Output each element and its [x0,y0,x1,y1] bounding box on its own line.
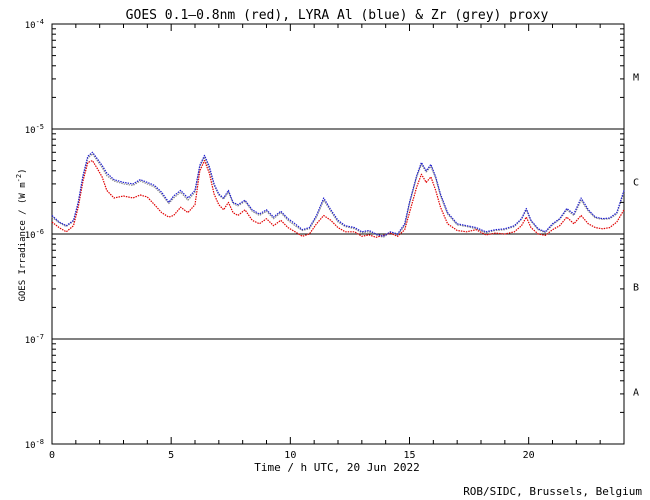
x-axis-label: Time / h UTC, 20 Jun 2022 [254,461,420,474]
credit-text: ROB/SIDC, Brussels, Belgium [463,485,642,498]
flare-class-labels: M C B A [633,73,639,399]
flare-class-A: A [633,388,639,399]
x-tick-label: 10 [284,450,296,461]
y-axis: 10-4 10-5 10-6 10-7 10-8 [25,18,624,451]
x-axis: 0 5 10 15 20 [49,24,625,461]
y-tick-label: 10-6 [25,228,44,241]
series-layer [51,151,625,238]
y-axis-label-main: GOES Irradiance / (W m [18,182,28,301]
chart-title: GOES 0.1—0.8nm (red), LYRA Al (blue) & Z… [126,8,549,23]
flare-class-B: B [633,283,639,294]
y-tick-label: 10-7 [25,333,44,346]
y-tick-label: 10-5 [25,123,44,136]
flare-class-C: C [633,178,639,189]
y-tick-label: 10-4 [25,18,44,31]
x-tick-label: 15 [403,450,415,461]
y-axis-label: GOES Irradiance / (W m-2) [15,168,28,301]
flare-class-lines [52,128,624,340]
flare-class-M: M [633,73,639,84]
series-line-lyra-al [51,151,625,237]
y-axis-label-sup: -2 [15,174,23,182]
x-tick-label: 0 [49,450,55,461]
series-line-goes-0-1-0-8nm [51,160,625,238]
y-tick-label: 10-8 [25,438,44,451]
x-tick-label: 20 [523,450,535,461]
x-tick-label: 5 [168,450,174,461]
y-axis-label-close: ) [18,168,28,173]
